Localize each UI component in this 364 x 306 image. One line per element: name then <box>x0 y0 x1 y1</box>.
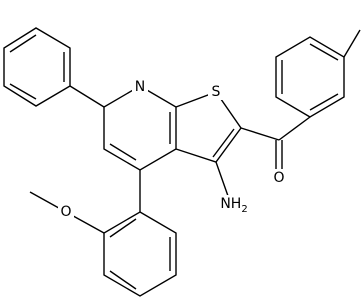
label-bg <box>132 78 148 95</box>
bond <box>278 116 311 141</box>
bond <box>240 127 280 141</box>
label-bg <box>208 83 224 100</box>
label-bg <box>218 195 252 215</box>
double-bond <box>109 218 137 238</box>
label-bg <box>271 169 287 186</box>
atom-label: S <box>212 84 221 100</box>
phenyl-ring <box>3 27 71 107</box>
bond <box>69 85 105 108</box>
thiophene-ring <box>175 91 242 163</box>
double-bond <box>9 83 37 100</box>
double-bond <box>9 34 37 53</box>
double-bond <box>309 93 339 111</box>
methoxyphenyl-ring <box>103 211 177 297</box>
bonds <box>3 27 361 297</box>
double-bond <box>309 43 339 61</box>
atom-label: N <box>135 79 145 95</box>
double-bond <box>212 128 235 158</box>
tolyl-ring <box>275 36 345 118</box>
atom-label: NH2 <box>220 196 247 215</box>
atom-subscript: 2 <box>241 204 247 215</box>
atom-labels: N S O NH2 O <box>58 78 287 220</box>
label-bg <box>58 203 74 220</box>
pyridine-ring <box>103 85 177 171</box>
double-bond <box>109 143 137 161</box>
atom-label: O <box>60 204 71 220</box>
bond <box>215 161 229 197</box>
methyl-bond <box>343 29 361 58</box>
atom-label: O <box>273 170 284 186</box>
atom-symbol: NH <box>220 196 241 212</box>
double-bond <box>109 270 137 290</box>
